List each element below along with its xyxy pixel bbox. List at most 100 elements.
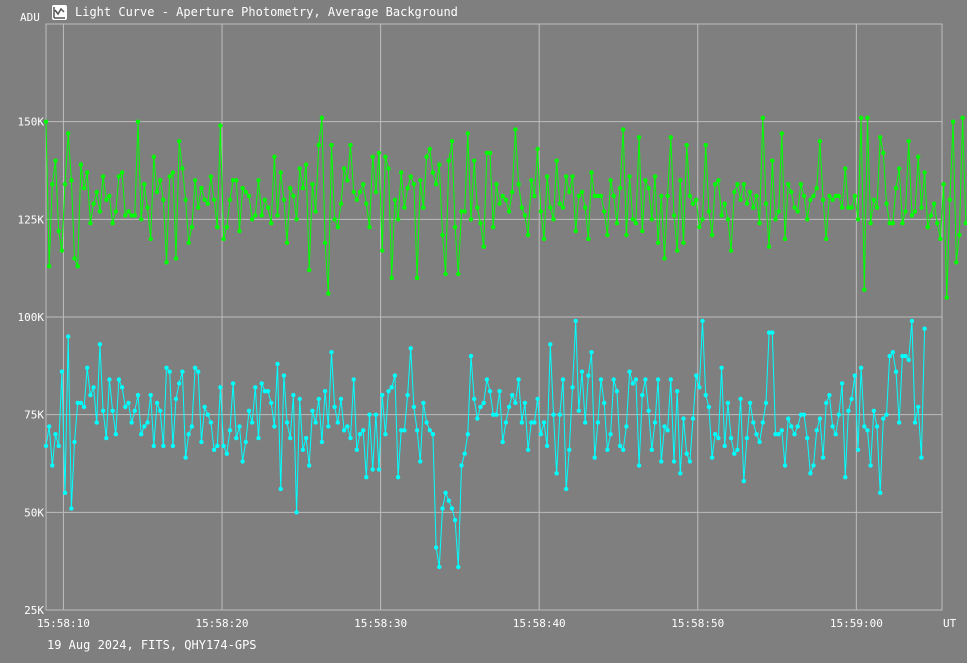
data-point: [243, 189, 248, 195]
data-point: [357, 432, 363, 437]
data-point: [703, 392, 708, 398]
data-point: [234, 435, 239, 441]
data-point: [776, 432, 781, 437]
data-point: [427, 146, 432, 152]
data-point: [678, 471, 683, 476]
data-point: [491, 412, 496, 417]
data-point: [754, 193, 759, 199]
data-point: [535, 146, 540, 152]
data-point: [516, 377, 521, 382]
data-point: [532, 193, 537, 199]
data-point: [297, 166, 302, 171]
data-point: [814, 428, 819, 433]
data-point: [262, 197, 267, 202]
data-point: [659, 193, 664, 199]
data-point: [805, 217, 810, 222]
data-point: [576, 193, 581, 199]
data-point: [189, 424, 195, 429]
data-point: [652, 174, 658, 179]
data-point: [522, 400, 528, 406]
data-point: [579, 369, 585, 374]
data-point: [830, 424, 835, 429]
data-point: [525, 447, 531, 452]
data-point: [170, 443, 176, 449]
data-point: [735, 447, 740, 452]
data-point: [497, 389, 502, 394]
data-point: [931, 201, 937, 206]
data-point: [192, 365, 198, 370]
data-point: [516, 182, 521, 187]
data-point: [316, 142, 321, 148]
data-point: [399, 170, 404, 175]
data-point: [177, 381, 182, 386]
data-point: [554, 158, 559, 163]
data-point: [671, 213, 677, 218]
data-point: [611, 193, 616, 199]
data-point: [541, 420, 547, 425]
data-point: [392, 373, 398, 378]
data-point: [659, 459, 664, 464]
data-point: [697, 385, 702, 390]
data-point: [903, 353, 908, 359]
data-point: [640, 228, 645, 234]
data-point: [135, 119, 141, 124]
data-point: [66, 131, 71, 136]
data-point: [303, 162, 309, 167]
data-point: [738, 396, 743, 402]
data-point: [186, 432, 191, 437]
data-point: [824, 236, 829, 242]
data-point: [300, 185, 306, 191]
data-point: [668, 377, 673, 382]
data-point: [592, 193, 597, 199]
series-line-2: [45, 320, 926, 568]
data-point: [747, 400, 753, 406]
data-point: [132, 408, 137, 413]
y-axis-label: ADU: [20, 11, 40, 24]
data-point: [557, 412, 562, 417]
data-point: [167, 174, 172, 179]
data-point: [843, 166, 848, 171]
data-point: [196, 369, 201, 374]
data-point: [107, 377, 112, 382]
data-point: [224, 224, 229, 230]
data-point: [839, 381, 845, 386]
data-point: [665, 428, 670, 433]
data-point: [795, 424, 800, 429]
data-point: [221, 443, 226, 449]
data-point: [598, 193, 604, 199]
data-point: [376, 467, 382, 472]
data-point: [564, 486, 569, 492]
data-point: [250, 420, 255, 425]
data-point: [814, 185, 819, 191]
data-point: [808, 197, 813, 202]
data-point: [719, 365, 724, 370]
data-point: [798, 412, 804, 417]
data-point: [570, 385, 575, 390]
data-point: [497, 201, 502, 206]
data-point: [259, 381, 264, 386]
data-point: [78, 162, 84, 167]
data-point: [573, 318, 578, 324]
data-point: [205, 412, 210, 417]
data-point: [237, 424, 242, 429]
data-point: [567, 447, 572, 452]
data-point: [104, 435, 109, 441]
data-point: [446, 158, 451, 163]
x-tick-label: 15:58:20: [196, 617, 249, 630]
data-point: [801, 193, 807, 199]
data-point: [148, 236, 153, 242]
data-point: [424, 420, 429, 425]
data-point: [370, 154, 375, 159]
data-point: [275, 213, 280, 218]
data-point: [437, 162, 442, 167]
data-point: [900, 353, 905, 359]
data-point: [475, 416, 480, 421]
data-point: [446, 498, 451, 503]
data-point: [728, 435, 734, 441]
data-point: [912, 209, 918, 214]
data-point: [655, 377, 661, 382]
data-point: [376, 150, 382, 156]
data-point: [183, 197, 188, 202]
data-point: [751, 205, 756, 210]
data-point: [630, 217, 635, 222]
